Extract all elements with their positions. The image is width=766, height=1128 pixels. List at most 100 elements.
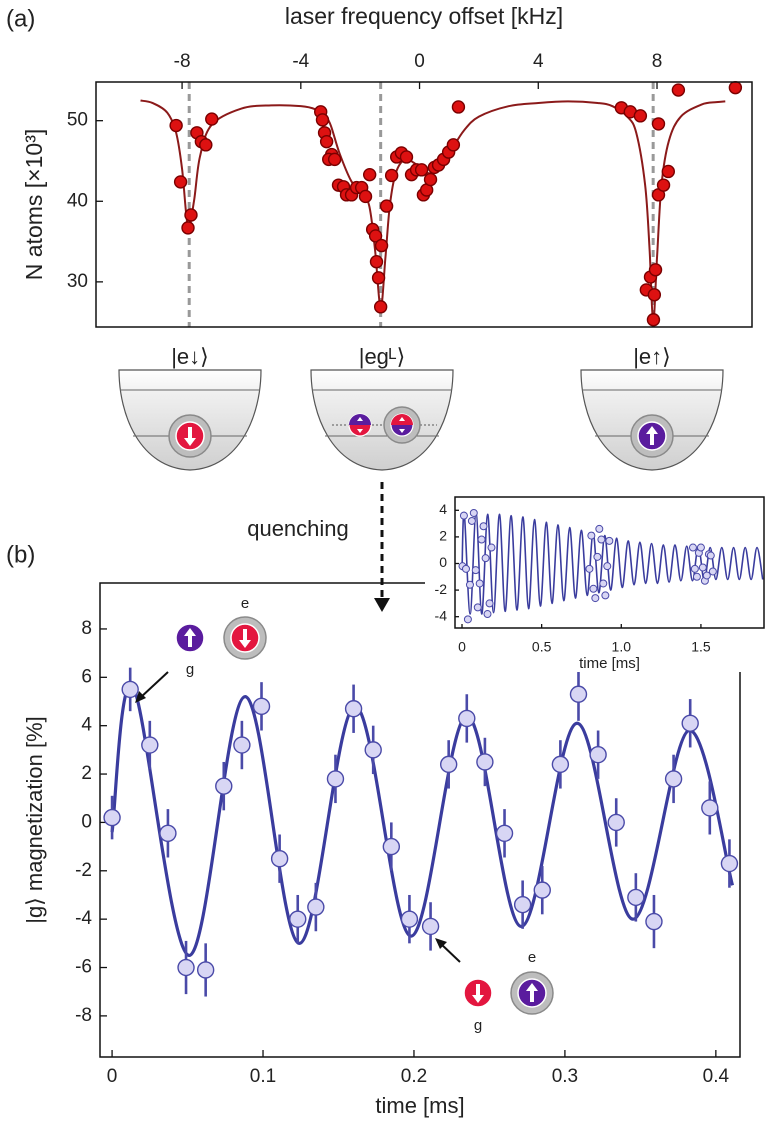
state-label: |e↑⟩: [633, 344, 671, 369]
data-point: [379, 199, 394, 213]
data-point: [701, 799, 719, 817]
x-tick-label: 0.5: [532, 639, 552, 655]
state-label: |egᴸ⟩: [359, 344, 406, 369]
x-tick-label: 8: [652, 51, 663, 72]
spin-annotation: [435, 938, 554, 1015]
data-point: [706, 551, 715, 560]
y-tick-label: 4: [81, 715, 92, 736]
data-point: [681, 714, 699, 732]
data-point: [589, 584, 598, 593]
data-point: [196, 961, 215, 979]
data-point: [728, 80, 743, 95]
spin-label: g: [186, 661, 194, 678]
data-point: [141, 736, 159, 754]
trap-well: [118, 369, 262, 471]
data-point: [661, 164, 675, 179]
data-point: [708, 567, 717, 576]
y-tick-label: -6: [75, 957, 92, 978]
data-point: [382, 837, 401, 856]
data-point: [479, 522, 488, 531]
y-tick-label: 6: [81, 666, 92, 687]
data-point: [423, 172, 438, 187]
data-point: [384, 168, 399, 183]
data-point: [487, 543, 496, 552]
data-point: [597, 535, 606, 544]
data-point: [585, 564, 594, 573]
data-point: [307, 898, 325, 916]
panel-label: (b): [6, 541, 35, 568]
plot-frame: [99, 582, 741, 1058]
data-point: [473, 603, 482, 612]
data-point: [344, 700, 363, 718]
chart: -8 -4 0 4 8 30 40 50 laser frequency offset [kHz…: [21, 3, 753, 328]
data-point: [458, 709, 476, 728]
data-point: [533, 881, 551, 899]
data-point: [327, 152, 342, 167]
x-axis-label: time [ms]: [375, 1093, 464, 1118]
x-tick-label: 1.0: [612, 639, 632, 655]
data-point: [599, 579, 608, 588]
data-point: [483, 610, 492, 619]
data-point: [364, 741, 382, 759]
data-point: [252, 697, 271, 716]
data-point: [603, 562, 612, 571]
panel-label: (a): [6, 5, 35, 32]
data-point: [315, 113, 330, 127]
data-point: [476, 753, 494, 771]
y-tick-label: 2: [81, 763, 92, 784]
y-tick-label: -2: [75, 860, 92, 881]
data-point: [358, 189, 373, 204]
data-point: [215, 777, 233, 795]
y-tick-label: 40: [67, 190, 88, 211]
data-point: [446, 138, 461, 152]
fit-line: [110, 683, 734, 958]
data-point: [159, 824, 177, 843]
data-point: [368, 229, 383, 243]
x-tick-label: 0.4: [703, 1066, 730, 1087]
quench-arrowhead: [374, 598, 390, 612]
spin-label: e: [241, 595, 249, 612]
data-point: [362, 167, 377, 182]
data-point: [720, 854, 739, 873]
data-point: [459, 511, 468, 520]
data-point: [181, 221, 195, 235]
x-tick-label: 1.5: [691, 639, 711, 655]
data-point: [233, 736, 251, 754]
data-point: [651, 117, 666, 131]
data-point: [270, 849, 289, 868]
data-point: [664, 770, 683, 788]
data-point: [461, 564, 470, 573]
data-point: [477, 535, 486, 544]
x-axis-label: time [ms]: [579, 655, 640, 672]
data-point: [371, 271, 386, 285]
x-tick-label: 0: [107, 1066, 118, 1087]
data-point: [121, 680, 139, 699]
y-axis-label: N atoms [×10³]: [21, 129, 47, 280]
trap-well: [580, 369, 724, 471]
data-point: [465, 580, 474, 589]
y-axis-label: |g⟩ magnetization [%]: [22, 716, 47, 924]
data-point: [451, 100, 466, 114]
data-point: [607, 813, 625, 832]
fit-line: [140, 99, 726, 324]
x-tick-label: -4: [292, 51, 309, 72]
data-point: [647, 288, 662, 302]
y-tick-label: -4: [75, 908, 92, 929]
data-point: [495, 824, 514, 843]
process-label: quenching: [247, 516, 349, 541]
data-point: [177, 958, 195, 977]
data-point: [593, 552, 602, 561]
fit-line: [461, 511, 764, 615]
data-point: [589, 746, 607, 764]
y-tick-label: -4: [435, 607, 448, 623]
inset-background: [425, 491, 766, 672]
data-point: [400, 910, 419, 928]
data-point: [475, 579, 484, 588]
data-point: [169, 118, 183, 133]
y-tick-label: 2: [439, 528, 447, 544]
data-point: [551, 755, 570, 774]
chart: 0 0.1 0.2 0.3 0.4 -8 -6 -4 -2 0 2 4 6 8 time [ms] |g⟩ m…: [22, 582, 741, 1118]
y-tick-label: 4: [439, 501, 447, 517]
